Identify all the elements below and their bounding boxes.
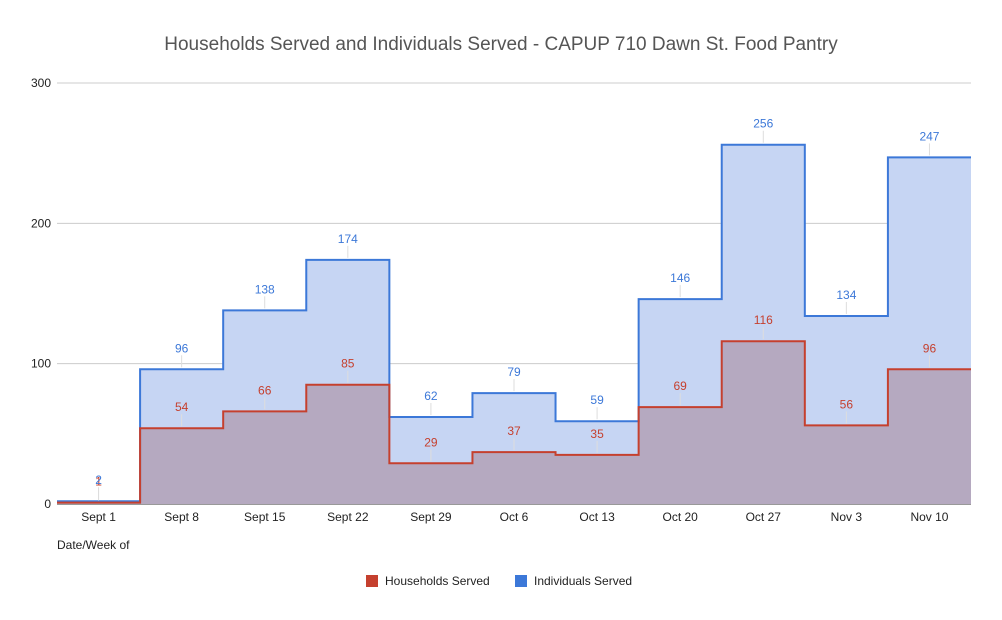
data-label: 56 [840, 397, 854, 411]
data-label: 59 [590, 393, 604, 407]
data-label: 79 [507, 365, 521, 379]
x-axis-title: Date/Week of [57, 538, 130, 552]
data-label: 69 [674, 379, 688, 393]
x-tick-label: Oct 6 [500, 510, 529, 524]
data-labels: 1 54 66 85 29 37 35 69 116 56 96 2 96 138 174 62 79 59 146… [95, 117, 940, 501]
data-label: 29 [424, 435, 438, 449]
legend-label: Households Served [385, 574, 490, 588]
data-label: 2 [95, 473, 102, 487]
data-label: 96 [923, 341, 937, 355]
data-label: 54 [175, 400, 189, 414]
data-label: 37 [507, 424, 521, 438]
data-label: 116 [754, 313, 773, 327]
data-label: 66 [258, 383, 272, 397]
data-label: 62 [424, 389, 438, 403]
data-label: 1 [95, 475, 102, 489]
series-area [57, 341, 971, 504]
series-line [57, 143, 971, 503]
data-label: 85 [341, 357, 355, 371]
x-tick-label: Sept 15 [244, 510, 286, 524]
x-tick-label: Sept 22 [327, 510, 369, 524]
legend-swatch [515, 575, 527, 587]
y-tick-label: 100 [31, 357, 51, 371]
y-tick-label: 0 [44, 497, 51, 511]
series-line [57, 340, 971, 504]
data-label: 146 [670, 271, 690, 285]
x-tick-label: Nov 10 [910, 510, 948, 524]
legend-swatch [366, 575, 378, 587]
data-label: 174 [338, 232, 358, 246]
data-label: 134 [836, 288, 856, 302]
data-label: 256 [753, 117, 773, 131]
series-lines [57, 143, 971, 504]
x-tick-label: Sept 29 [410, 510, 452, 524]
axis-ticks: 0 100 200 300 Sept 1 Sept 8 Sept 15 Sept 22 Sept… [31, 76, 949, 524]
legend: Households Served Individuals Served [366, 574, 632, 588]
data-label: 96 [175, 341, 189, 355]
series-areas [57, 144, 971, 504]
data-label: 247 [919, 129, 939, 143]
x-tick-label: Sept 8 [164, 510, 199, 524]
x-tick-label: Oct 13 [579, 510, 615, 524]
x-tick-label: Sept 1 [81, 510, 116, 524]
data-label: 35 [590, 427, 604, 441]
chart-title: Households Served and Individuals Served… [164, 34, 838, 55]
x-tick-label: Oct 20 [663, 510, 699, 524]
legend-label: Individuals Served [534, 574, 632, 588]
x-tick-label: Nov 3 [831, 510, 863, 524]
data-label: 138 [255, 282, 275, 296]
x-tick-label: Oct 27 [746, 510, 782, 524]
y-tick-label: 200 [31, 216, 51, 230]
y-tick-label: 300 [31, 76, 51, 90]
